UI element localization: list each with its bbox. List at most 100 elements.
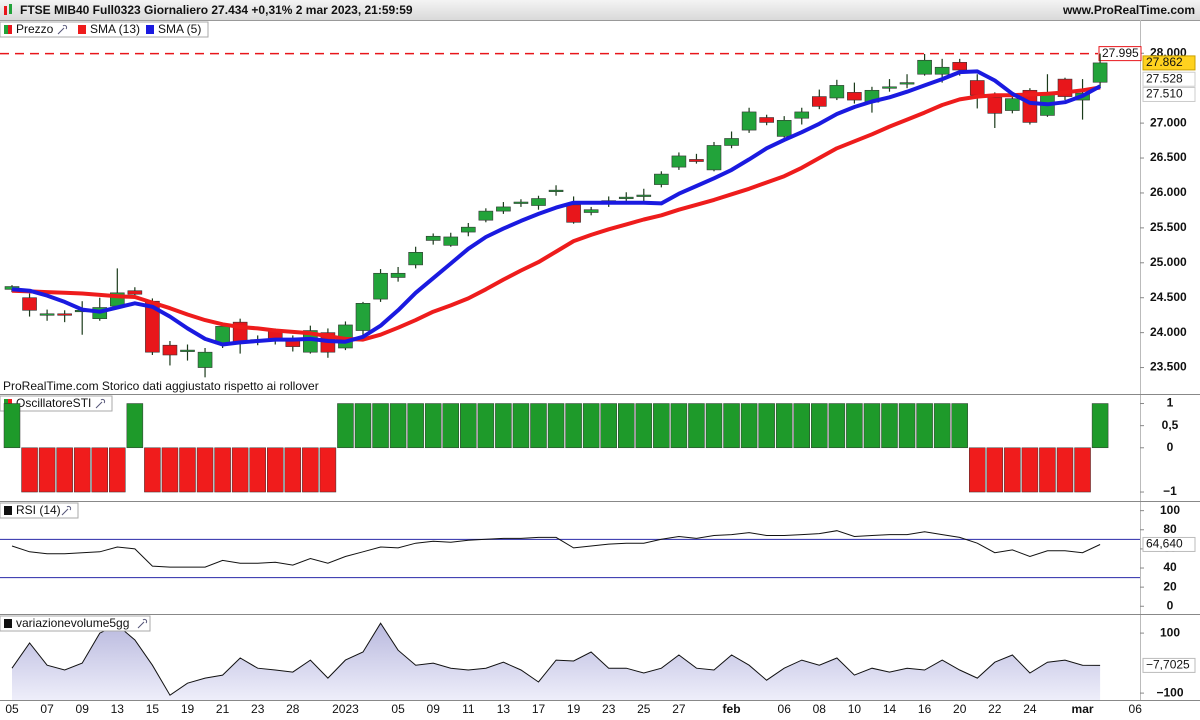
oscillator-bar — [3, 403, 21, 449]
candle-body — [548, 189, 564, 192]
header-title: FTSE MIB40 Full0323 Giornaliero 27.434 +… — [20, 3, 413, 17]
oscillator-bar — [442, 403, 459, 449]
oscillator-bar — [653, 403, 670, 449]
oscillator-bar — [565, 403, 582, 449]
candle-body — [741, 111, 757, 131]
oscillator-bar — [179, 447, 196, 493]
site-link[interactable]: www.ProRealTime.com — [1062, 3, 1195, 17]
rsi-line — [11, 530, 1101, 568]
oscillator-bar — [1039, 447, 1056, 493]
candle-body — [197, 351, 213, 368]
candle-body — [776, 120, 792, 137]
settings-icon[interactable] — [57, 24, 68, 35]
oscillator-bar — [898, 403, 916, 449]
x-tick-label: 10 — [848, 702, 862, 716]
oscillator-bar — [231, 447, 249, 493]
y-tick-label: 0,5 — [1162, 418, 1179, 432]
oscillator-bar — [1091, 403, 1109, 449]
candle-body — [127, 290, 143, 295]
y-tick-label: 26.000 — [1150, 185, 1187, 199]
candle-body — [583, 209, 599, 213]
y-tick-label: 80 — [1163, 522, 1177, 536]
volume-area — [12, 623, 1101, 700]
x-tick-label: 21 — [216, 702, 230, 716]
candle-body — [934, 66, 950, 75]
y-tick-label: 23.500 — [1150, 360, 1187, 374]
x-tick-label: 14 — [883, 702, 897, 716]
plots: 23.500 24.000 24.500 25.000 25.500 26.000 26.5… — [0, 21, 1196, 716]
x-tick-label: 06 — [1129, 702, 1143, 716]
settings-icon[interactable] — [95, 398, 106, 409]
y-tick-label: −100 — [1156, 685, 1183, 699]
value-label: 27.528 — [1146, 71, 1183, 85]
legend-label: variazionevolume5gg — [16, 616, 129, 630]
legend-box — [0, 502, 79, 519]
oscillator-bar — [460, 403, 477, 449]
oscillator-bar — [389, 403, 407, 449]
oscillator-bar — [424, 403, 442, 449]
value-box — [1142, 657, 1196, 673]
x-tick-label: 25 — [637, 702, 651, 716]
oscillator-bar — [705, 403, 723, 449]
legend-box — [0, 615, 151, 632]
sma-line — [11, 69, 1102, 347]
oscillator-bar — [740, 403, 758, 449]
header-bar — [0, 0, 1200, 20]
candle-body — [636, 194, 652, 197]
y-tick-label: 25.000 — [1150, 255, 1187, 269]
x-tick-label: 19 — [567, 702, 581, 716]
sma-line — [11, 85, 1101, 342]
oscillator-bar — [916, 403, 933, 449]
candle-body — [706, 145, 722, 171]
x-tick-label: 11 — [462, 702, 475, 716]
legend-swatch — [4, 619, 12, 628]
oscillator-bar — [214, 447, 231, 493]
data-note: ProRealTime.com Storico dati aggiustato … — [3, 379, 319, 393]
oscillator-bar — [828, 403, 846, 449]
oscillator-bar — [249, 447, 266, 493]
oscillator-bar — [495, 403, 512, 449]
y-tick-label: 1 — [1167, 396, 1174, 410]
oscillator-bar — [618, 403, 635, 449]
oscillator-bar — [969, 447, 986, 493]
candle-body — [847, 92, 862, 101]
candle-body — [162, 344, 178, 356]
settings-icon[interactable] — [137, 618, 148, 629]
oscillator-bar — [670, 403, 688, 449]
candle-body — [513, 201, 529, 204]
legend-swatch — [146, 25, 154, 34]
candle-body — [39, 313, 55, 316]
candle-body — [373, 272, 388, 300]
oscillator-bar — [284, 447, 302, 493]
legend-label: OscillatoreSTI — [16, 396, 91, 410]
legend-box — [0, 21, 209, 38]
x-tick-label: 05 — [391, 702, 405, 716]
oscillator-bar — [21, 447, 38, 493]
candle-body — [443, 236, 459, 246]
legend-swatch — [4, 25, 8, 34]
candle-body — [478, 210, 494, 221]
x-tick-label: 23 — [602, 702, 616, 716]
y-tick-label: 100 — [1160, 625, 1180, 639]
oscillator-bar — [846, 403, 863, 449]
candle-body — [22, 297, 37, 311]
settings-icon[interactable] — [61, 505, 72, 516]
value-label: −7,7025 — [1146, 658, 1190, 672]
legend-label: SMA (13) — [90, 22, 140, 36]
x-tick-label: feb — [723, 702, 741, 716]
oscillator-bar — [775, 403, 793, 449]
candle-body — [759, 117, 774, 123]
x-tick-label: 08 — [813, 702, 827, 716]
oscillator-bar — [319, 447, 337, 493]
oscillator-bar — [126, 403, 144, 449]
legend-swatch — [8, 25, 12, 34]
candle-body — [460, 226, 476, 233]
y-tick-label: 0 — [1167, 598, 1174, 612]
oscillator-bar — [1004, 447, 1021, 493]
reference-box — [1098, 46, 1142, 62]
x-tick-label: 22 — [988, 702, 1002, 716]
oscillator-bar — [477, 403, 495, 449]
value-box — [1142, 86, 1196, 102]
oscillator-bar — [267, 447, 284, 493]
